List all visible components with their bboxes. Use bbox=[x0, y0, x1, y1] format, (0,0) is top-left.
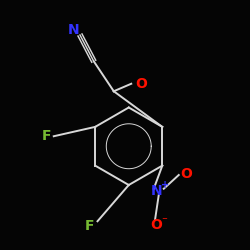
Text: O: O bbox=[180, 167, 192, 181]
Text: +: + bbox=[161, 180, 169, 190]
Text: O: O bbox=[150, 218, 162, 232]
Text: N: N bbox=[150, 184, 162, 198]
Text: O: O bbox=[135, 77, 147, 91]
Text: N: N bbox=[68, 23, 80, 37]
Text: F: F bbox=[85, 219, 95, 233]
Text: ⁻: ⁻ bbox=[161, 216, 167, 226]
Text: F: F bbox=[42, 129, 51, 143]
